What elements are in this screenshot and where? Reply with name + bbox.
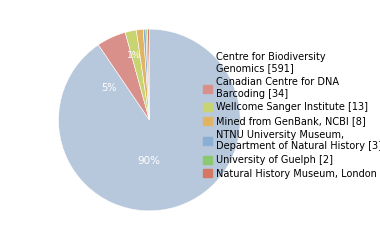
Wedge shape — [136, 29, 149, 120]
Wedge shape — [146, 29, 149, 120]
Wedge shape — [125, 30, 149, 120]
Wedge shape — [147, 29, 149, 120]
Text: 5%: 5% — [101, 83, 116, 93]
Wedge shape — [98, 32, 149, 120]
Text: 1%: 1% — [127, 51, 142, 60]
Wedge shape — [143, 29, 149, 120]
Legend: Centre for Biodiversity
Genomics [591], Canadian Centre for DNA
Barcoding [34], : Centre for Biodiversity Genomics [591], … — [201, 50, 380, 181]
Wedge shape — [59, 29, 240, 211]
Text: 90%: 90% — [138, 156, 161, 166]
